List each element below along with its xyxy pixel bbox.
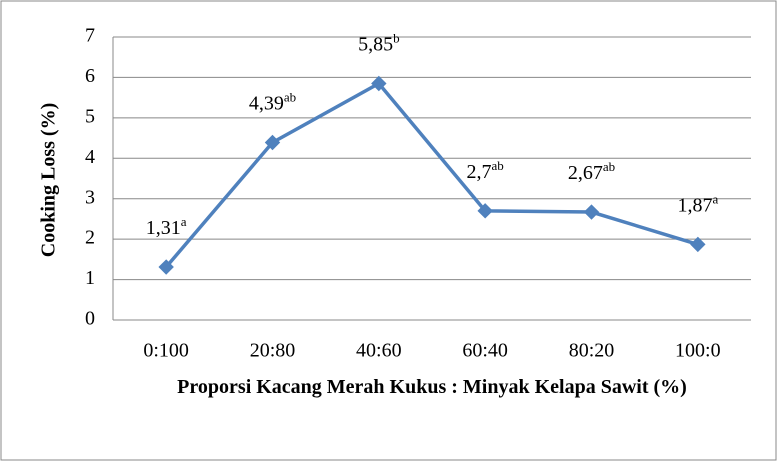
data-label-value: 4,39: [249, 92, 284, 114]
data-label-superscript: ab: [284, 90, 296, 105]
data-label-superscript: b: [393, 30, 400, 45]
y-tick-label: 0: [85, 308, 95, 330]
marker: [371, 75, 387, 92]
data-label-value: 5,85: [358, 33, 393, 55]
data-label-value: 2,67: [568, 162, 603, 184]
marker: [477, 203, 493, 219]
y-tick-label: 7: [85, 25, 95, 47]
data-label: 2,7ab: [467, 158, 504, 183]
data-label-value: 2,7: [467, 160, 492, 182]
x-axis-title: Proporsi Kacang Merah Kukus : Minyak Kel…: [177, 376, 687, 398]
data-label-value: 1,31: [146, 217, 181, 239]
x-tick-label: 60:40: [462, 340, 508, 362]
data-label-superscript: a: [712, 191, 718, 206]
marker: [158, 259, 174, 275]
x-tick-label: 40:60: [356, 340, 402, 362]
x-tick-label: 80:20: [569, 340, 615, 362]
data-label-superscript: a: [181, 214, 187, 229]
data-label-value: 1,87: [677, 194, 712, 216]
x-tick-label: 20:80: [250, 340, 296, 362]
data-label-superscript: ab: [492, 158, 504, 173]
marker: [264, 134, 281, 151]
y-tick-label: 2: [85, 227, 95, 249]
y-axis-title: Cooking Loss (%): [38, 103, 60, 257]
data-label-superscript: ab: [603, 159, 615, 174]
y-tick-label: 4: [85, 146, 95, 168]
marker: [690, 236, 706, 253]
x-tick-label: 100:0: [675, 340, 721, 362]
x-tick-label: 0:100: [143, 340, 189, 362]
data-label: 4,39ab: [249, 90, 296, 115]
y-tick-label: 6: [85, 65, 95, 87]
data-label: 1,31a: [146, 214, 187, 239]
data-label: 5,85b: [358, 30, 400, 55]
series-line: [164, 81, 699, 269]
data-label: 1,87a: [677, 191, 718, 216]
y-tick-label: 5: [85, 105, 95, 127]
y-tick-label: 3: [85, 186, 95, 208]
marker: [583, 204, 600, 220]
y-tick-label: 1: [85, 267, 95, 289]
data-label: 2,67ab: [568, 159, 615, 184]
